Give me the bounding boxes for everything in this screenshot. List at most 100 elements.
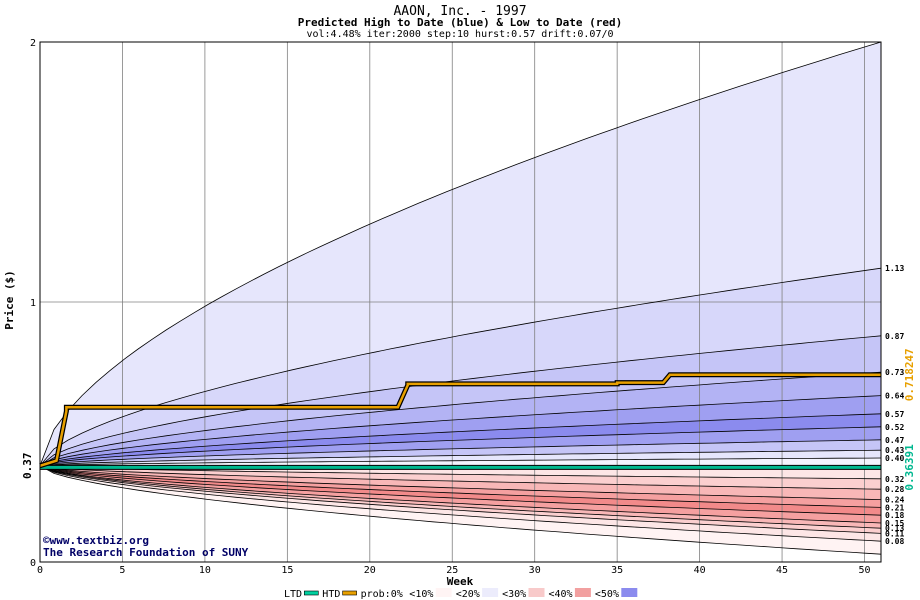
low-quantile-label: 0.15 <box>885 519 904 528</box>
low-quantile-line-7 <box>39 465 882 534</box>
legend-swatch <box>482 588 499 597</box>
high-quantile-label: 0.52 <box>885 423 904 432</box>
low-quantile-label: 0.18 <box>885 511 904 520</box>
legend-item: HTD <box>322 589 357 600</box>
low-quantile-label: 0.13 <box>885 524 904 533</box>
low-quantile-line-3 <box>39 465 882 508</box>
quantile-labels: 1.13 0.87 0.73 0.64 0.57 0.52 0.470.430.40 0.32… <box>885 264 916 546</box>
high-quantile-line-1 <box>39 267 882 467</box>
legend-item: <40% <box>549 588 591 600</box>
low-band-2 <box>40 465 881 500</box>
low-quantile-line-1 <box>39 465 882 490</box>
low-quantile-line-8 <box>39 465 882 542</box>
low-quantile-label: 0.32 <box>885 475 904 484</box>
y-axis-label: Price ($) <box>3 270 16 330</box>
y-ticks: 0 1 2 0.37 <box>21 38 36 569</box>
low-quantile-line-4 <box>39 465 882 516</box>
low-band-7 <box>40 465 881 534</box>
legend-label: <40% <box>549 589 573 600</box>
high-band-5 <box>40 395 881 466</box>
x-tick-label: 50 <box>858 565 870 576</box>
x-tick-label: 20 <box>364 565 376 576</box>
chart-subtitle: Predicted High to Date (blue) & Low to D… <box>298 16 623 29</box>
high-band-3 <box>40 335 881 466</box>
legend-item: prob:0% <box>361 589 403 600</box>
low-band-9 <box>40 465 881 555</box>
htd-line <box>39 373 881 467</box>
low-band-4 <box>40 465 881 516</box>
x-tick-label: 30 <box>529 565 541 576</box>
x-tick-label: 35 <box>611 565 623 576</box>
low-band-3 <box>40 465 881 508</box>
high-quantile-line-0 <box>39 41 882 466</box>
high-quantile-line-6 <box>39 426 882 467</box>
legend-item: LTD <box>284 589 319 600</box>
high-quantile-label: 0.73 <box>885 368 904 377</box>
legend-label: prob:0% <box>361 589 403 600</box>
legend-swatch <box>435 588 452 597</box>
ltd-final-label: 0.36391 <box>903 444 916 491</box>
low-quantile-label: 0.08 <box>885 537 904 546</box>
legend-label: <10% <box>409 589 433 600</box>
high-quantile-label: 1.13 <box>885 264 904 273</box>
low-quantile-line-0 <box>39 465 882 480</box>
legend-item: <30% <box>502 588 545 600</box>
legend-label: HTD <box>322 589 340 600</box>
series-layer <box>39 372 881 470</box>
chart-title: AAON, Inc. - 1997 <box>393 4 526 19</box>
legend-swatch <box>342 590 357 596</box>
low-quantile-label: 0.11 <box>885 529 904 538</box>
legend-label: <50% <box>595 589 619 600</box>
legend-item: <20% <box>456 588 499 600</box>
low-quantile-label: 0.21 <box>885 503 904 512</box>
high-quantile-line-7 <box>39 439 882 467</box>
high-quantile-label: 0.47 <box>885 436 904 445</box>
low-quantile-line-5 <box>39 465 882 524</box>
high-band-2 <box>40 268 881 466</box>
high-quantile-line-4 <box>39 395 882 467</box>
legend-swatch <box>528 588 545 597</box>
high-quantile-label: 0.64 <box>885 392 904 401</box>
x-tick-label: 40 <box>694 565 706 576</box>
high-band-1 <box>40 42 881 466</box>
legend: LTD HTD prob:0% <10% <20% <30% <40% <50% <box>284 588 638 600</box>
x-tick-label: 0 <box>37 565 43 576</box>
high-quantile-label: 0.43 <box>885 446 904 455</box>
start-price-label: 0.37 <box>21 453 34 480</box>
x-ticks: 0 5 10 15 20 25 30 35 40 45 50 <box>37 565 871 576</box>
quantile-lines-layer <box>39 41 882 555</box>
high-quantile-line-2 <box>39 335 882 467</box>
y-tick-label: 2 <box>30 38 36 49</box>
credit-url: ©www.textbiz.org <box>43 534 149 547</box>
legend-item: <50% <box>595 588 638 600</box>
low-band-6 <box>40 465 881 529</box>
low-quantile-line-6 <box>39 465 882 529</box>
low-quantile-line-2 <box>39 465 882 500</box>
x-tick-label: 10 <box>199 565 211 576</box>
x-axis-label: Week <box>447 575 474 588</box>
high-quantile-line-9 <box>39 457 882 467</box>
legend-swatch <box>303 590 319 596</box>
high-quantile-line-3 <box>39 371 882 467</box>
x-tick-label: 25 <box>446 565 458 576</box>
legend-swatch <box>621 588 638 597</box>
low-quantile-label: 0.24 <box>885 496 904 505</box>
low-band-8 <box>40 465 881 542</box>
high-quantile-label: 0.57 <box>885 410 904 419</box>
y-tick-label: 1 <box>30 298 36 309</box>
plot-frame <box>39 41 882 563</box>
y-tick-label: 0 <box>30 558 36 569</box>
chart-params: vol:4.48% iter:2000 step:10 hurst:0.57 d… <box>306 29 613 40</box>
high-quantile-label: 0.40 <box>885 454 904 463</box>
low-quantile-line-9 <box>39 465 882 555</box>
high-quantile-line-5 <box>39 413 882 467</box>
legend-label: LTD <box>284 589 302 600</box>
legend-swatch <box>574 588 591 597</box>
x-tick-label: 45 <box>776 565 788 576</box>
high-band-8 <box>40 439 881 466</box>
high-quantile-line-8 <box>39 449 882 467</box>
low-quantile-label: 0.28 <box>885 485 904 494</box>
legend-item: <10% <box>409 588 452 600</box>
low-band-5 <box>40 465 881 523</box>
